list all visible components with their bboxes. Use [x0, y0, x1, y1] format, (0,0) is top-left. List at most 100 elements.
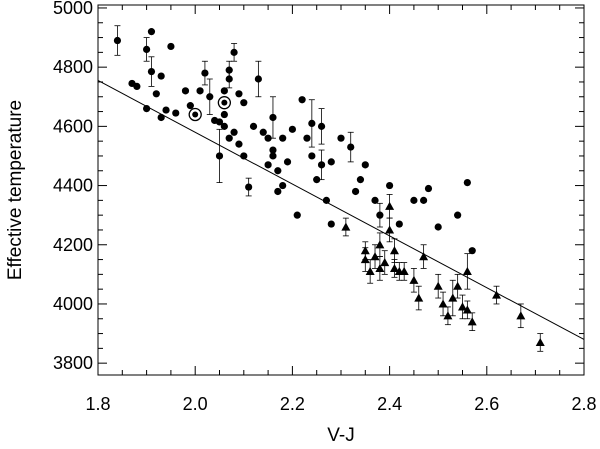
circle-point [113, 36, 122, 45]
circle-point [220, 110, 228, 119]
circle-point [225, 66, 233, 74]
triangle-point [467, 317, 477, 326]
triangle-point [375, 240, 385, 249]
triangle-point [443, 311, 453, 320]
y-tick-label: 4200 [53, 235, 93, 255]
circled-point-center [192, 111, 199, 118]
circle-point [347, 143, 355, 151]
triangle-point [492, 290, 502, 299]
triangle-point [375, 263, 385, 273]
circle-point [274, 187, 282, 196]
circle-point [181, 87, 190, 95]
triangle-point [389, 263, 399, 273]
circle-point [264, 134, 272, 142]
circle-point [463, 179, 471, 187]
circle-point [327, 158, 335, 166]
circle-point [259, 128, 267, 136]
triangle-point [458, 302, 467, 311]
circle-point [298, 96, 306, 104]
circle-point [327, 220, 335, 228]
circle-point [434, 223, 442, 231]
circle-point [147, 68, 156, 76]
triangle-point [409, 275, 419, 284]
circle-point [317, 122, 326, 130]
circle-point [157, 72, 165, 80]
circle-point [308, 119, 316, 127]
circle-point [386, 181, 394, 190]
error-bars [114, 25, 544, 352]
circle-point [249, 122, 258, 130]
circle-point [215, 152, 224, 160]
circle-point [143, 45, 151, 54]
y-tick-label: 4600 [53, 116, 93, 136]
circle-point [269, 113, 277, 122]
y-tick-label: 4800 [53, 57, 93, 77]
circle-point [274, 167, 282, 175]
triangle-point [341, 222, 351, 231]
y-tick-label: 3800 [53, 353, 93, 373]
triangle-point [419, 252, 429, 261]
circle-point [225, 134, 233, 142]
triangle-point [414, 293, 424, 302]
triangle-point [360, 255, 370, 264]
circle-point [254, 75, 262, 83]
triangle-point [385, 201, 395, 210]
circle-point [143, 105, 151, 113]
circle-point [264, 161, 272, 169]
circle-point [240, 152, 248, 160]
circled-point-center [221, 99, 228, 106]
circle-point [220, 87, 228, 95]
circle-point [167, 42, 175, 51]
triangle-point [438, 299, 448, 308]
circle-point [220, 122, 228, 130]
circle-point [293, 211, 301, 219]
circle-point [215, 118, 224, 126]
triangle-point [399, 266, 409, 275]
triangle-point [448, 293, 458, 302]
circle-point [269, 152, 277, 160]
circle-point [240, 99, 248, 107]
circle-point [172, 109, 180, 117]
circle-point [196, 87, 204, 95]
triangle-point [516, 311, 526, 320]
circle-point [162, 106, 170, 114]
x-tick-label: 1.8 [85, 394, 110, 414]
circle-point [279, 134, 287, 142]
circle-point [376, 211, 384, 219]
triangle-point [535, 337, 545, 347]
circle-point [186, 102, 194, 110]
circle-point [337, 134, 345, 142]
triangle-point [389, 246, 399, 255]
circle-point [303, 134, 311, 142]
circle-point [230, 48, 238, 56]
triangle-point [380, 258, 390, 267]
circle-point [235, 90, 243, 98]
triangle-point [462, 305, 472, 314]
x-tick-label: 2.0 [183, 394, 208, 414]
circle-point [454, 211, 462, 219]
circle-point [152, 90, 160, 98]
x-tick-labels: 1.8 2.0 2.2 2.4 2.6 2.8 [85, 394, 596, 414]
x-tick-label: 2.2 [280, 394, 305, 414]
circle-point [133, 82, 141, 90]
x-tick-label: 2.6 [474, 394, 499, 414]
triangle-point [365, 266, 375, 275]
circle-point [201, 69, 209, 77]
circle-point [420, 196, 428, 204]
y-tick-labels: 3800 4000 4200 4400 4600 4800 5000 [53, 0, 93, 373]
circle-point [313, 176, 321, 184]
y-tick-label: 4400 [53, 176, 93, 196]
circle-point [361, 161, 369, 169]
circle-point [424, 184, 433, 193]
x-tick-label: 2.8 [571, 394, 596, 414]
circle-point [351, 187, 360, 196]
circle-point [147, 28, 156, 36]
circle-point [308, 152, 316, 160]
circle-point [245, 183, 253, 191]
circle-point [468, 247, 476, 255]
circle-point [410, 196, 418, 204]
triangle-point [453, 281, 463, 290]
circle-point [225, 75, 233, 83]
circle-point [235, 140, 243, 148]
triangle-point [370, 252, 380, 261]
